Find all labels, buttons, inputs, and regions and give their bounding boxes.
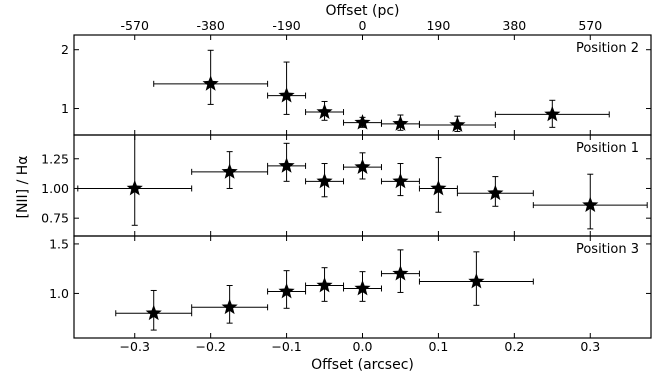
panel-3: 1.0 1.5 Position 3 (49, 235, 652, 339)
star-marker (487, 184, 504, 201)
x-tick-label: 0.3 (580, 339, 600, 354)
y-tick-label: 1.00 (41, 181, 69, 196)
star-marker (316, 103, 333, 119)
y-tick-label: 1.25 (41, 151, 69, 166)
star-marker (544, 105, 561, 122)
data-point (115, 289, 193, 331)
top-tick-label: 190 (426, 18, 450, 33)
star-marker (430, 179, 447, 196)
star-marker (392, 172, 409, 189)
star-marker (468, 273, 485, 289)
star-marker (278, 87, 295, 103)
star-marker (449, 116, 466, 132)
data-point (305, 163, 345, 198)
panel-2: 0.75 1.00 1.25 Position 1 (41, 134, 652, 237)
x-tick-label: 0.0 (353, 339, 373, 354)
panel-1: 1 2 Position 2 (61, 34, 652, 136)
star-marker (316, 277, 333, 293)
x-tick-label: −0.3 (120, 339, 150, 354)
data-point (418, 115, 496, 132)
star-marker (202, 75, 219, 91)
x-tick-label: −0.2 (195, 339, 225, 354)
data-point (494, 99, 610, 128)
star-marker (278, 157, 295, 173)
top-tick-label: -190 (272, 18, 300, 33)
data-point (532, 173, 648, 230)
star-marker (126, 179, 143, 196)
star-marker (354, 158, 371, 174)
star-marker (221, 163, 238, 179)
panel-label: Position 3 (576, 242, 639, 257)
data-point (305, 100, 345, 121)
data-point (343, 271, 382, 302)
data-point (343, 152, 382, 180)
data-point (77, 134, 193, 226)
y-tick-label: 0.75 (41, 211, 69, 226)
data-point (456, 176, 534, 207)
star-marker (221, 298, 238, 315)
panel-label: Position 1 (576, 141, 639, 156)
data-point (305, 267, 345, 302)
data-point (380, 163, 420, 197)
top-axis-title: Offset (pc) (325, 3, 399, 19)
top-tick-label: 0 (359, 18, 367, 33)
star-marker (354, 114, 371, 130)
data-point (343, 114, 382, 130)
data-point (418, 251, 534, 306)
star-marker (582, 196, 599, 212)
panel-frame (73, 134, 652, 237)
data-point (267, 270, 307, 309)
y-tick-label: 1.5 (49, 236, 69, 251)
star-marker (392, 115, 409, 131)
y-tick-label: 1.0 (49, 286, 69, 301)
panel-label: Position 2 (576, 41, 639, 56)
data-point (267, 61, 307, 115)
star-marker (278, 282, 295, 299)
y-axis-title: [NII] / Hα (15, 155, 31, 218)
star-marker (392, 265, 409, 281)
panels: 1 2 Position 2 0.75 1.00 1.25 Position 1 1.0 1.5… (41, 18, 652, 354)
top-tick-label: -570 (121, 18, 149, 33)
data-point (191, 285, 269, 324)
star-marker (316, 172, 333, 189)
data-point (153, 49, 269, 105)
x-tick-label: 0.2 (504, 339, 524, 354)
top-tick-label: -380 (196, 18, 224, 33)
y-tick-label: 1 (61, 101, 69, 116)
data-point (380, 114, 420, 131)
top-tick-label: 570 (578, 18, 602, 33)
star-marker (354, 279, 371, 296)
x-tick-label: −0.1 (271, 339, 301, 354)
x-axis-title: Offset (arcsec) (311, 357, 414, 373)
top-tick-label: 380 (502, 18, 526, 33)
data-point (191, 151, 269, 189)
data-point (380, 249, 420, 293)
star-marker (145, 304, 162, 321)
x-tick-label: 0.1 (428, 339, 448, 354)
y-tick-label: 2 (61, 42, 69, 57)
data-point (418, 157, 458, 213)
data-point (267, 142, 307, 182)
